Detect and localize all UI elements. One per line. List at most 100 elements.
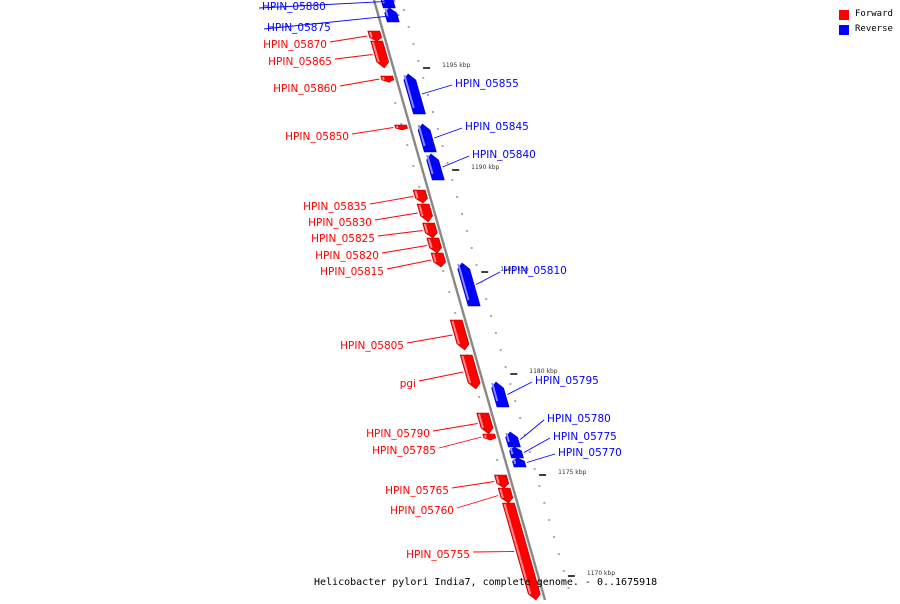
gene-highlight (384, 8, 389, 18)
gene-highlight (478, 413, 484, 429)
gene-leader (456, 495, 499, 509)
gene-hpin_05850[interactable] (394, 124, 408, 131)
gene-highlight (428, 238, 433, 249)
gene-label[interactable]: HPIN_05810 (503, 265, 567, 277)
gene-hpin_05790[interactable] (476, 412, 494, 435)
gene-label[interactable]: HPIN_05765 (385, 485, 449, 497)
gene-label[interactable]: HPIN_05805 (340, 340, 404, 352)
legend-label-reverse: Reverse (855, 24, 893, 34)
gene-highlight (369, 31, 373, 38)
gene-highlight (509, 447, 514, 455)
gene-leader (472, 551, 515, 553)
gene-label[interactable]: HPIN_05815 (320, 266, 384, 278)
gene-leader (421, 84, 453, 95)
gene-label[interactable]: HPIN_05855 (455, 78, 519, 90)
gene-leader (329, 35, 368, 43)
gene-hpin_05765[interactable] (494, 474, 510, 489)
gene-label[interactable]: HPIN_05785 (372, 445, 436, 457)
gene-hpin_05770[interactable] (512, 457, 527, 468)
gene-highlight (372, 41, 380, 63)
gene-label[interactable]: HPIN_05880 (262, 1, 326, 13)
gene-highlight (395, 125, 399, 129)
gene-hpin_05815[interactable] (430, 252, 447, 268)
gene-label[interactable]: HPIN_05850 (285, 131, 349, 143)
gene-hpin_05780[interactable] (505, 431, 521, 448)
gene-hpin_05830[interactable] (416, 203, 433, 223)
gene-hpin_05875[interactable] (384, 7, 400, 23)
gene-highlight (423, 223, 429, 234)
gene-label[interactable]: HPIN_05870 (263, 39, 327, 51)
gene-highlight (491, 382, 499, 402)
gene-hpin_05785[interactable] (482, 433, 497, 441)
reverse-swatch-icon (839, 25, 849, 35)
gene-leader (351, 127, 394, 135)
gene-label[interactable]: HPIN_05875 (267, 22, 331, 34)
gene-hpin_05820[interactable] (426, 237, 442, 254)
gene-label[interactable]: HPIN_05825 (311, 233, 375, 245)
gene-leader (438, 436, 482, 449)
gene-body[interactable] (491, 381, 510, 408)
gene-hpin_05865[interactable] (370, 40, 390, 69)
gene-hpin_05855[interactable] (403, 73, 426, 115)
scale-markers: 1195 kbp 1190 kbp 1185 kbp 1180 kbp 1175 kbp… (423, 62, 615, 577)
legend-item-reverse: Reverse (838, 23, 900, 38)
gene-leader (442, 155, 470, 168)
gene-highlight (418, 204, 424, 217)
gene-hpin_05755[interactable] (502, 502, 541, 601)
gene-hpin_05840[interactable] (426, 153, 445, 181)
gene-hpin_05810[interactable] (457, 262, 481, 307)
genome-backbone (372, 0, 547, 601)
gene-label[interactable]: HPIN_05770 (558, 447, 622, 459)
gene-hpin_05760[interactable] (497, 487, 514, 504)
gene-highlight (495, 475, 500, 484)
gene-leader (258, 0, 396, 9)
scale-label: 1195 kbp (442, 62, 470, 69)
gene-leader (451, 481, 495, 489)
gene-hpin_05795[interactable] (491, 381, 510, 408)
scale-label: 1190 kbp (471, 164, 499, 171)
gene-leader (526, 453, 556, 463)
gene-hpin_05870[interactable] (367, 30, 383, 42)
gene-label[interactable]: HPIN_05845 (465, 121, 529, 133)
gene-leader (519, 419, 545, 440)
gene-leader (507, 381, 533, 395)
gene-label[interactable]: HPIN_05755 (406, 549, 470, 561)
gene-highlight (432, 253, 437, 263)
gene-label[interactable]: HPIN_05760 (390, 505, 454, 517)
gene-hpin_05775[interactable] (509, 446, 524, 459)
gene-pgi[interactable] (459, 354, 481, 390)
gene-label[interactable]: HPIN_05860 (273, 83, 337, 95)
gene-leader (369, 196, 414, 205)
genome-title: Helicobacter pylori India7, complete gen… (314, 577, 658, 588)
gene-highlight (499, 488, 504, 499)
gene-label[interactable]: HPIN_05790 (366, 428, 430, 440)
gene-hpin_05805[interactable] (449, 319, 470, 351)
gene-label[interactable]: HPIN_05820 (315, 250, 379, 262)
gene-leader (406, 334, 453, 344)
gene-label[interactable]: HPIN_05835 (303, 201, 367, 213)
gene-hpin_05835[interactable] (412, 189, 428, 204)
gene-label[interactable]: HPIN_05840 (472, 149, 536, 161)
gene-hpin_05845[interactable] (417, 123, 437, 153)
gene-leader (263, 14, 400, 30)
gene-body[interactable] (417, 123, 437, 153)
gene-highlight (505, 432, 510, 443)
gene-hpin_05860[interactable] (380, 75, 395, 83)
gene-highlight (451, 320, 461, 345)
gene-label[interactable]: HPIN_05865 (268, 56, 332, 68)
gene-body[interactable] (426, 153, 445, 181)
gene-label[interactable]: HPIN_05775 (553, 431, 617, 443)
scale-label: 1180 kbp (529, 368, 557, 375)
gene-label[interactable]: HPIN_05795 (535, 375, 599, 387)
gene-hpin_05825[interactable] (422, 222, 438, 239)
forward-swatch-icon (839, 10, 849, 20)
legend: Forward Reverse (838, 8, 900, 38)
gene-label[interactable]: HPIN_05830 (308, 217, 372, 229)
scale-label: 1170 kbp (587, 570, 615, 577)
gene-label[interactable]: pgi (400, 378, 416, 390)
legend-item-forward: Forward (838, 8, 900, 23)
gene-label[interactable]: HPIN_05780 (547, 413, 611, 425)
gene-leader (386, 259, 432, 270)
